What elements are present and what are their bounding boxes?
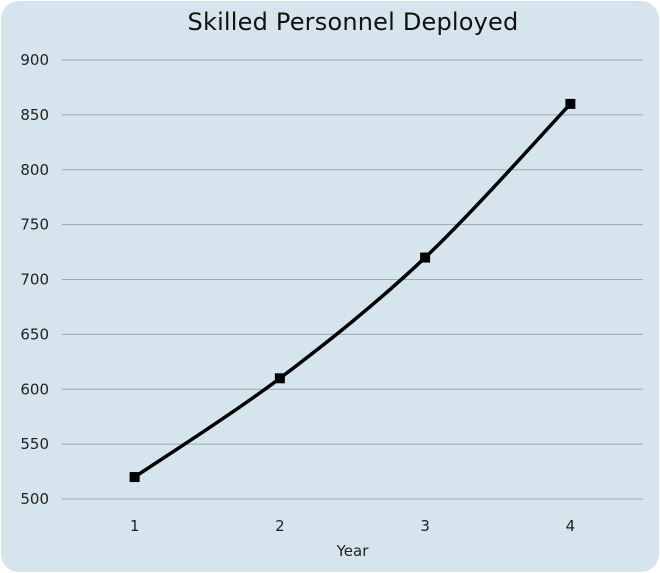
x-axis-ticks: 1 2 3 4 — [130, 517, 575, 535]
y-tick-label: 600 — [20, 380, 49, 398]
data-point-marker — [129, 472, 140, 483]
x-tick-label: 4 — [566, 517, 576, 535]
x-axis-label: Year — [336, 542, 370, 560]
x-tick-label: 2 — [275, 517, 285, 535]
y-tick-label: 700 — [20, 271, 49, 289]
y-tick-label: 850 — [20, 106, 49, 124]
y-tick-label: 750 — [20, 216, 49, 234]
gridlines — [62, 59, 643, 500]
data-point-marker — [274, 373, 285, 384]
x-tick-label: 3 — [420, 517, 430, 535]
y-axis-ticks: 500 550 600 650 700 750 800 850 900 — [20, 51, 49, 508]
y-tick-label: 550 — [20, 435, 49, 453]
y-tick-label: 900 — [20, 51, 49, 69]
y-tick-label: 500 — [20, 490, 49, 508]
series-group — [129, 98, 576, 483]
data-point-marker — [420, 252, 431, 263]
data-point-marker — [565, 98, 576, 109]
series-line — [132, 102, 573, 479]
x-tick-label: 1 — [130, 517, 140, 535]
y-tick-label: 650 — [20, 325, 49, 343]
chart-title: Skilled Personnel Deployed — [187, 8, 519, 36]
y-tick-label: 800 — [20, 161, 49, 179]
